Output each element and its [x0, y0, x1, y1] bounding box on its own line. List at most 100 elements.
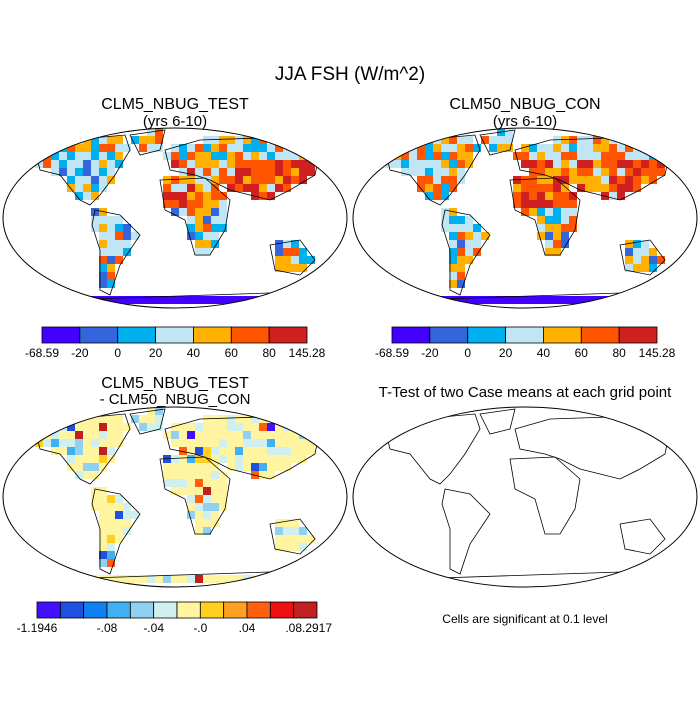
grid-cell: [179, 471, 187, 479]
grid-cell: [187, 487, 195, 495]
grid-cell: [251, 160, 259, 168]
grid-cell: [179, 463, 187, 471]
grid-cell: [67, 296, 75, 304]
grid-cell: [449, 232, 457, 240]
grid-cell: [115, 248, 123, 256]
grid-cell: [91, 495, 99, 503]
grid-cell: [115, 136, 123, 144]
grid-cell: [99, 439, 107, 447]
grid-cell: [299, 447, 307, 455]
grid-cell: [219, 503, 227, 511]
grid-cell: [171, 296, 179, 304]
grid-cell: [155, 423, 163, 431]
grid-cell: [211, 232, 219, 240]
grid-cell: [179, 575, 187, 583]
grid-cell: [251, 455, 259, 463]
grid-cell: [99, 551, 107, 559]
grid-cell: [235, 144, 243, 152]
grid-cell: [385, 160, 393, 168]
grid-cell: [99, 447, 107, 455]
grid-cell: [243, 415, 251, 423]
grid-cell: [67, 160, 75, 168]
grid-cell: [473, 232, 481, 240]
grid-cell: [553, 184, 561, 192]
grid-cell: [449, 256, 457, 264]
grid-cell: [529, 144, 537, 152]
coastline: [91, 209, 141, 296]
grid-cell: [179, 160, 187, 168]
grid-cell: [593, 168, 601, 176]
grid-cell: [481, 296, 489, 304]
grid-cell: [51, 439, 59, 447]
grid-cell: [195, 232, 203, 240]
grid-cell: [251, 136, 259, 144]
grid-cell: [99, 152, 107, 160]
grid-cell: [195, 463, 203, 471]
grid-cell: [617, 152, 625, 160]
grid-cell: [283, 535, 291, 543]
grid-cell: [457, 160, 465, 168]
coastline: [159, 177, 231, 256]
grid-cell: [107, 280, 115, 288]
grid-cell: [123, 248, 131, 256]
grid-cell: [211, 439, 219, 447]
grid-cell: [203, 447, 211, 455]
grid-cell: [123, 503, 131, 511]
colorbar-box: [59, 601, 85, 619]
grid-cell: [171, 575, 179, 583]
grid-cell: [577, 160, 585, 168]
grid-cell: [243, 176, 251, 184]
grid-cell: [227, 575, 235, 583]
grid-cell: [259, 575, 267, 583]
grid-cell: [267, 176, 275, 184]
grid-cell: [489, 296, 497, 304]
grid-cell: [401, 160, 409, 168]
grid-cell: [473, 296, 481, 304]
grid-cell: [187, 455, 195, 463]
figure-title: JJA FSH (W/m^2): [275, 64, 425, 85]
grid-cell: [251, 184, 259, 192]
grid-cell: [585, 168, 593, 176]
grid-cell: [259, 423, 267, 431]
grid-cell: [299, 543, 307, 551]
grid-cell: [649, 168, 657, 176]
grid-cell: [83, 176, 91, 184]
grid-cell: [641, 176, 649, 184]
grid-cell: [449, 264, 457, 272]
grid-cell: [449, 248, 457, 256]
grid-cell: [537, 144, 545, 152]
grid-cell: [35, 439, 43, 447]
grid-cell: [641, 248, 649, 256]
grid-cell: [625, 152, 633, 160]
grid-cell: [593, 136, 601, 144]
grid-cell: [83, 471, 91, 479]
grid-cell: [163, 431, 171, 439]
grid-cell: [449, 176, 457, 184]
grid-cell: [155, 136, 163, 144]
grid-cell: [187, 495, 195, 503]
grid-cell: [513, 200, 521, 208]
grid-cell: [195, 224, 203, 232]
grid-cell: [457, 272, 465, 280]
grid-cell: [561, 216, 569, 224]
grid-cell: [171, 200, 179, 208]
grid-cell: [545, 208, 553, 216]
grid-cell: [211, 447, 219, 455]
grid-cell: [219, 447, 227, 455]
grid-cell: [521, 296, 529, 304]
grid-cell: [569, 208, 577, 216]
grid-cell: [537, 224, 545, 232]
coastline: [129, 408, 166, 435]
grid-cell: [657, 168, 665, 176]
grid-cell: [283, 248, 291, 256]
map: [2, 127, 348, 309]
grid-cell: [51, 160, 59, 168]
grid-cell: [155, 407, 163, 415]
grid-cell: [171, 423, 179, 431]
map-border: [2, 127, 348, 309]
grid-cell: [625, 256, 633, 264]
grid-cell: [267, 152, 275, 160]
grid-cell: [569, 168, 577, 176]
grid-cell: [457, 224, 465, 232]
map-border: [352, 127, 698, 309]
